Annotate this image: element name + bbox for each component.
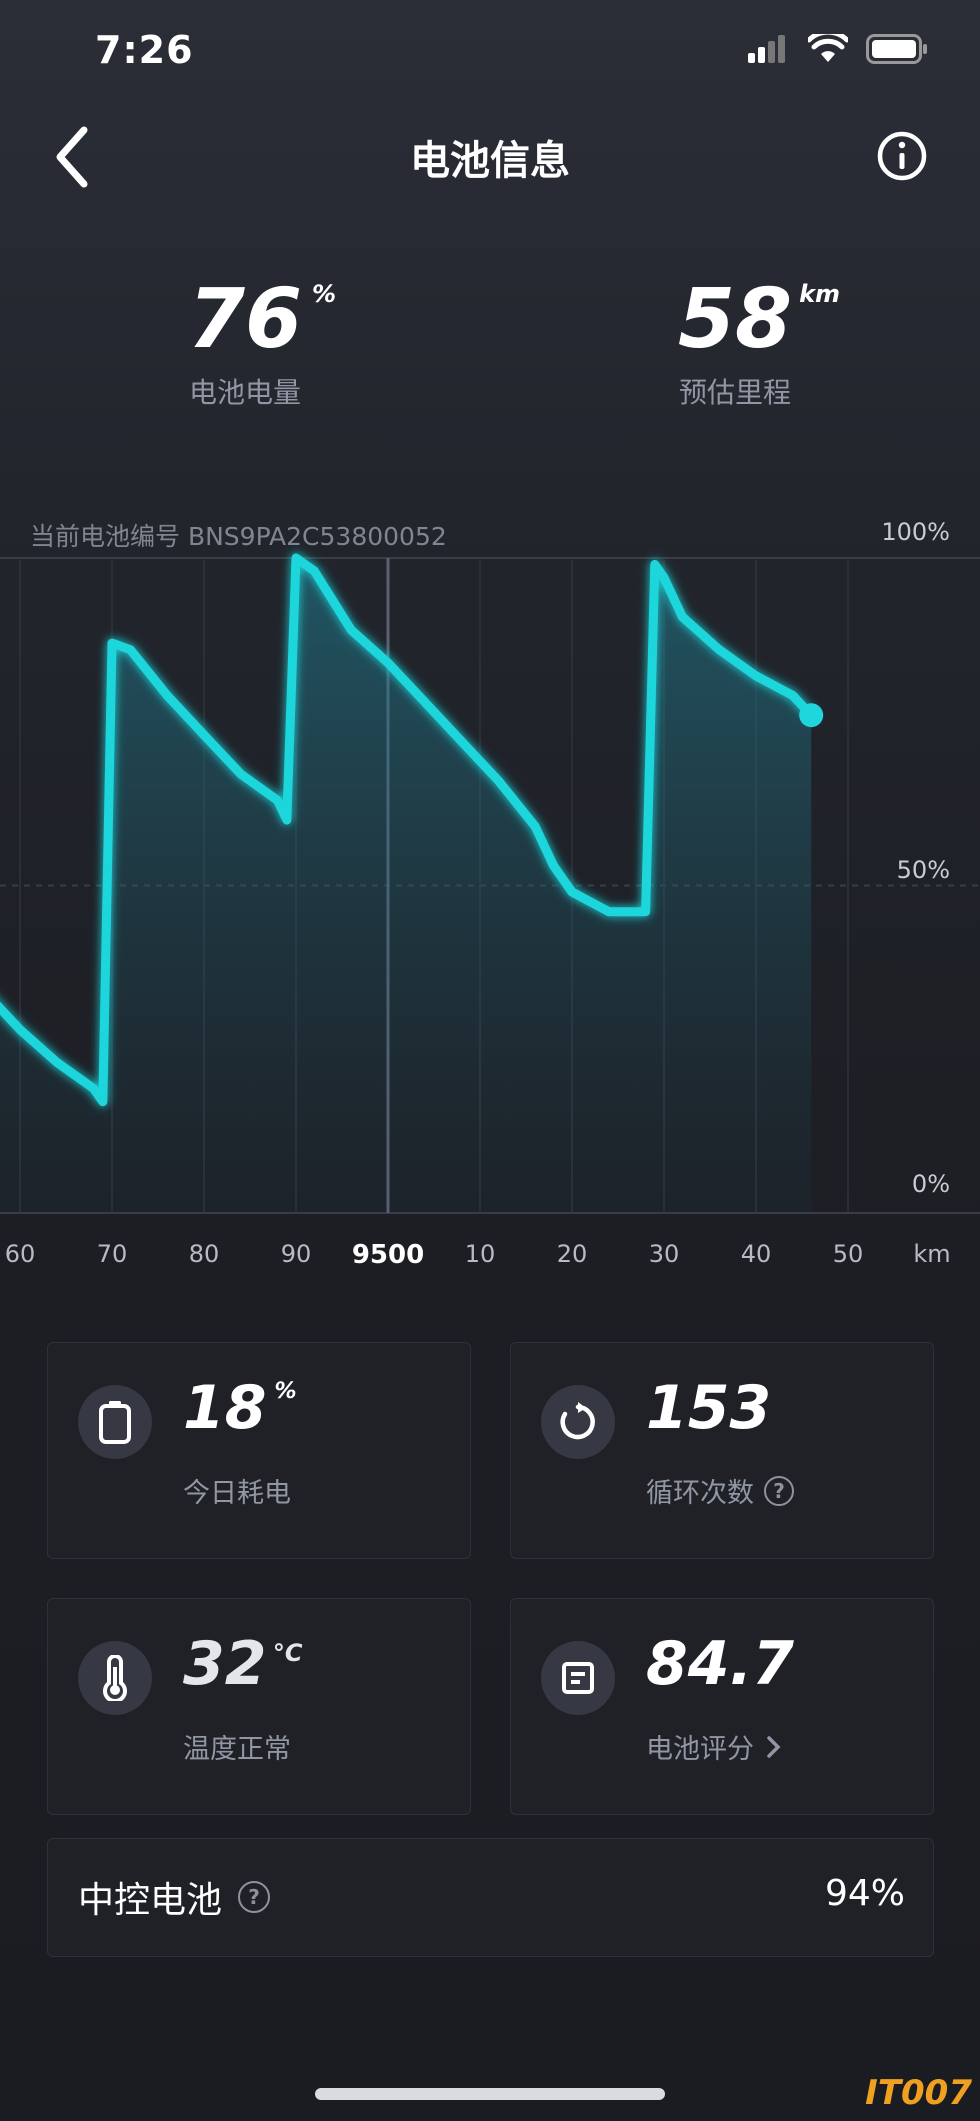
cycle-number: 153 (646, 1373, 772, 1443)
cycle-value: 153 (646, 1373, 771, 1443)
chevron-right-icon (767, 1735, 781, 1758)
central-battery-label: 中控电池 (78, 1880, 223, 1921)
central-battery-help-icon[interactable]: ? (238, 1881, 271, 1913)
x-tick-label: 20 (556, 1240, 588, 1268)
x-tick-label: 60 (4, 1240, 36, 1268)
chart-current-point[interactable] (799, 703, 824, 728)
today-value: 18% (183, 1373, 297, 1443)
temp-unit: °C (272, 1639, 303, 1667)
battery-level-value: 76 % (187, 272, 336, 367)
status-time: 7:26 (95, 28, 194, 72)
battery-icon (78, 1385, 152, 1459)
cycle-label-row: 循环次数 ? (646, 1471, 794, 1510)
x-tick-label: 40 (740, 1240, 772, 1268)
cycle-count-card: 153 循环次数 ? (510, 1342, 934, 1559)
chart-line (0, 553, 816, 1107)
battery-level-label: 电池电量 (188, 376, 301, 409)
range-number: 58 (677, 272, 793, 367)
today-unit: % (274, 1379, 297, 1404)
today-label: 今日耗电 (183, 1478, 291, 1509)
y-tick-0: 0% (911, 1170, 950, 1198)
battery-level-number: 76 (187, 272, 303, 367)
central-battery-label-row: 中控电池 ? (78, 1871, 271, 1923)
temp-value: 32 °C (183, 1629, 303, 1699)
battery-status-icon (866, 34, 927, 64)
thermometer-icon (78, 1641, 152, 1715)
x-tick-label: 30 (648, 1240, 680, 1268)
wifi-icon (808, 34, 848, 62)
x-tick-label: 10 (464, 1240, 496, 1268)
score-label-row: 电池评分 (646, 1727, 784, 1766)
battery-chart[interactable] (0, 540, 980, 1230)
x-axis-unit: km (913, 1240, 951, 1268)
today-number: 18 (183, 1373, 267, 1443)
range-metric: 58 km 预估里程 (585, 272, 885, 411)
battery-score-card[interactable]: 84.7 电池评分 (510, 1598, 934, 1815)
cycle-help-icon[interactable]: ? (764, 1475, 794, 1506)
score-number: 84.7 (646, 1629, 795, 1699)
x-tick-label: 9500 (351, 1240, 425, 1270)
status-icons (748, 34, 928, 64)
x-tick-label: 90 (280, 1240, 312, 1268)
range-value: 58 km (677, 272, 840, 367)
x-tick-label: 70 (96, 1240, 128, 1268)
x-tick-label: 80 (188, 1240, 220, 1268)
chart-area (0, 558, 812, 1213)
range-unit: km (799, 280, 841, 308)
score-label: 电池评分 (646, 1734, 754, 1765)
chevron-left-icon (56, 126, 88, 188)
temp-label: 温度正常 (183, 1734, 291, 1765)
central-battery-row: 中控电池 ? 94% (47, 1838, 934, 1957)
refresh-icon (541, 1385, 615, 1459)
battery-level-metric: 76 % 电池电量 (95, 272, 395, 411)
y-tick-100: 100% (881, 518, 950, 546)
temp-number: 32 (183, 1629, 267, 1699)
battery-serial: 当前电池编号 BNS9PA2C53800052 (30, 522, 447, 551)
home-indicator[interactable] (315, 2088, 665, 2100)
info-icon (877, 131, 927, 181)
today-consumption-card: 18% 今日耗电 (47, 1342, 471, 1559)
score-value: 84.7 (646, 1629, 794, 1699)
page-title: 电池信息 (410, 138, 570, 184)
range-label: 预估里程 (678, 376, 791, 409)
y-tick-50: 50% (896, 856, 950, 884)
battery-level-unit: % (312, 280, 337, 308)
cycle-label: 循环次数 (646, 1478, 754, 1509)
watermark-logo: IT007 (865, 2073, 972, 2113)
x-tick-label: 50 (832, 1240, 864, 1268)
report-icon (541, 1641, 615, 1715)
info-button[interactable] (876, 130, 928, 182)
temperature-card: 32 °C 温度正常 (47, 1598, 471, 1815)
back-button[interactable] (50, 122, 100, 192)
central-battery-value: 94% (824, 1873, 905, 1914)
signal-icon (748, 35, 785, 63)
